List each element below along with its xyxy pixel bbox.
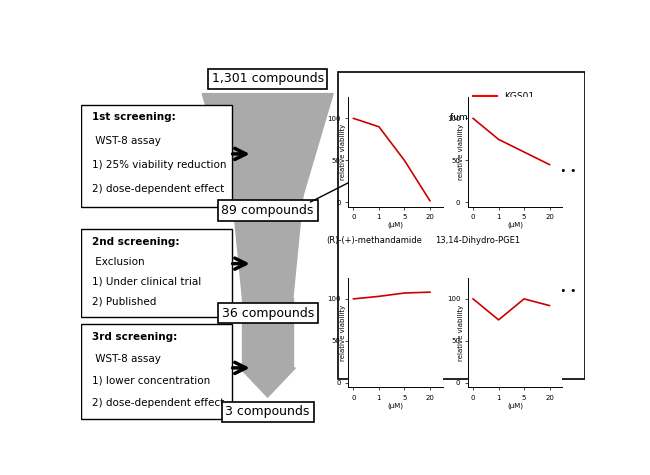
Text: fluspirilene: fluspirilene xyxy=(348,113,399,122)
X-axis label: (μM): (μM) xyxy=(387,402,404,408)
Text: 1) Under clinical trial: 1) Under clinical trial xyxy=(92,276,202,286)
Polygon shape xyxy=(202,94,333,196)
Text: 36 compounds: 36 compounds xyxy=(222,306,314,320)
Text: relative viability: relative viability xyxy=(458,124,465,180)
X-axis label: (μM): (μM) xyxy=(387,222,404,228)
X-axis label: (μM): (μM) xyxy=(507,222,523,228)
Text: 13,14-Dihydro-PGE1: 13,14-Dihydro-PGE1 xyxy=(436,236,521,245)
Text: 3rd screening:: 3rd screening: xyxy=(92,332,177,342)
Text: • • •: • • • xyxy=(550,286,577,296)
Polygon shape xyxy=(240,368,295,397)
Text: 1) 25% viability reduction: 1) 25% viability reduction xyxy=(92,161,227,171)
Text: KGS01: KGS01 xyxy=(504,92,534,101)
Text: Exclusion: Exclusion xyxy=(92,256,145,266)
FancyBboxPatch shape xyxy=(81,229,233,317)
Text: 2) Published: 2) Published xyxy=(92,296,157,306)
Text: • • •: • • • xyxy=(550,166,577,176)
Text: relative viability: relative viability xyxy=(339,124,346,180)
Polygon shape xyxy=(242,298,292,368)
Text: 89 compounds: 89 compounds xyxy=(222,204,314,217)
Text: 3 compounds: 3 compounds xyxy=(226,405,310,418)
Text: WST-8 assay: WST-8 assay xyxy=(92,136,161,146)
Text: 2) dose-dependent effect: 2) dose-dependent effect xyxy=(92,398,225,408)
Text: 2) dose-dependent effect: 2) dose-dependent effect xyxy=(92,184,225,194)
X-axis label: (μM): (μM) xyxy=(507,402,523,408)
FancyBboxPatch shape xyxy=(81,324,233,419)
FancyBboxPatch shape xyxy=(81,104,233,207)
Text: relative viability: relative viability xyxy=(458,304,465,361)
Text: fumonsin B1: fumonsin B1 xyxy=(450,113,506,122)
Text: 1,301 compounds: 1,301 compounds xyxy=(211,73,324,86)
Text: relative viability: relative viability xyxy=(339,304,346,361)
Text: 2nd screening:: 2nd screening: xyxy=(92,237,180,247)
Text: 1) lower concentration: 1) lower concentration xyxy=(92,376,211,386)
Text: WST-8 assay: WST-8 assay xyxy=(92,354,161,364)
FancyBboxPatch shape xyxy=(338,72,585,379)
Text: 1st screening:: 1st screening: xyxy=(92,113,176,123)
Polygon shape xyxy=(233,196,303,298)
Text: (R)-(+)-methandamide: (R)-(+)-methandamide xyxy=(326,236,422,245)
